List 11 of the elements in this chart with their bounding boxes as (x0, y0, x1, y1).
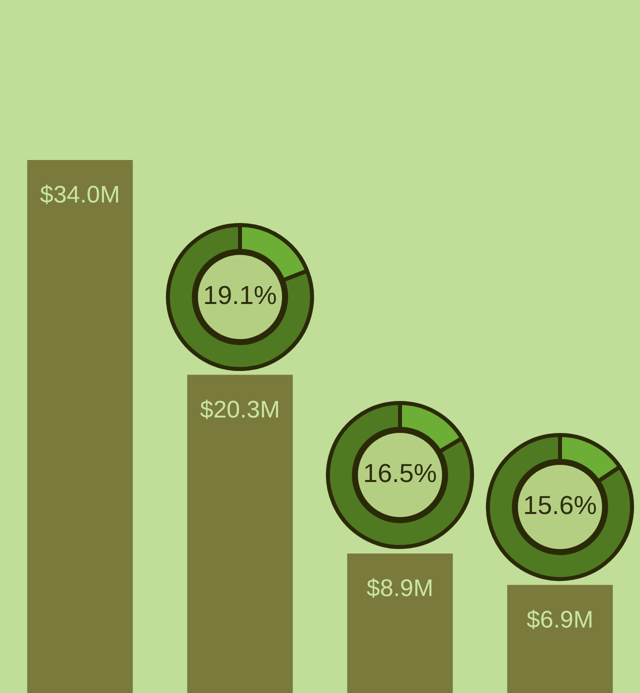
data-label: 19.1% (203, 280, 277, 310)
bar (347, 553, 453, 693)
bar (187, 374, 293, 693)
data-label: 15.6% (523, 490, 597, 520)
data-label: 16.5% (363, 458, 437, 489)
data-label: $8.9M (366, 575, 434, 602)
data-label: $6.9M (526, 606, 594, 634)
data-label: $34.0M (40, 182, 120, 209)
bar (27, 160, 133, 693)
bar (507, 584, 613, 693)
data-label: $20.3M (200, 396, 280, 424)
